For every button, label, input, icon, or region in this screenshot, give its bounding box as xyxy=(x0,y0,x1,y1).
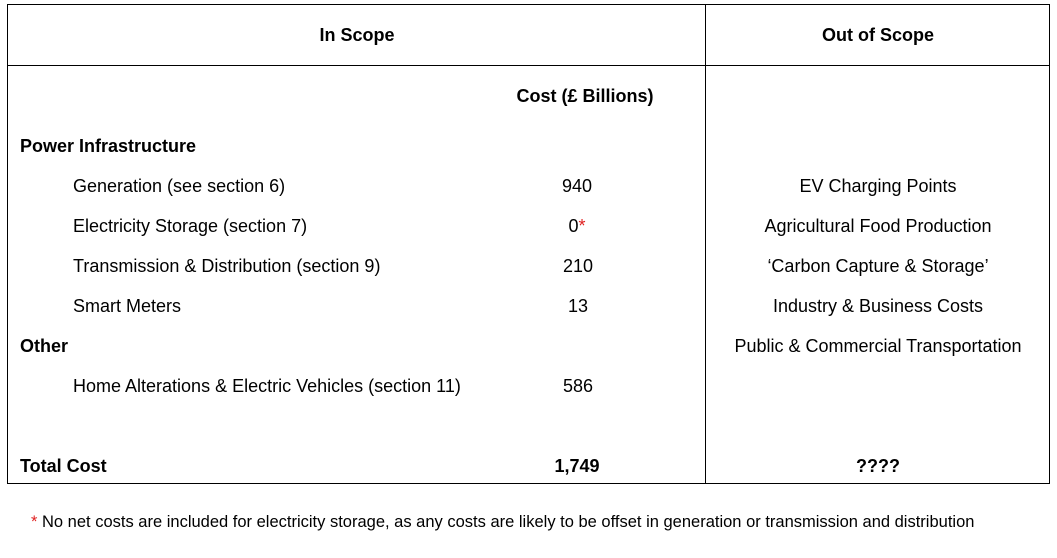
footnote-text: No net costs are included for electricit… xyxy=(37,513,975,531)
column-divider xyxy=(705,5,706,483)
footnote: * No net costs are included for electric… xyxy=(31,513,974,532)
row-label-smart-meters: Smart Meters xyxy=(73,296,182,316)
total-label: Total Cost xyxy=(20,456,107,476)
section-title-power: Power Infrastructure xyxy=(20,136,197,156)
section-title-other: Other xyxy=(20,336,69,356)
storage-asterisk: * xyxy=(578,216,586,236)
scope-table: In Scope Out of Scope Cost (£ Billions) … xyxy=(7,4,1050,484)
row-label-storage: Electricity Storage (section 7) xyxy=(73,216,308,236)
row-label-home-alterations: Home Alterations & Electric Vehicles (se… xyxy=(73,376,461,396)
footnote-asterisk: * xyxy=(31,513,38,531)
row-label-generation: Generation (see section 6) xyxy=(73,176,286,196)
row-label-transmission: Transmission & Distribution (section 9) xyxy=(73,256,381,276)
header-divider xyxy=(8,65,1049,66)
